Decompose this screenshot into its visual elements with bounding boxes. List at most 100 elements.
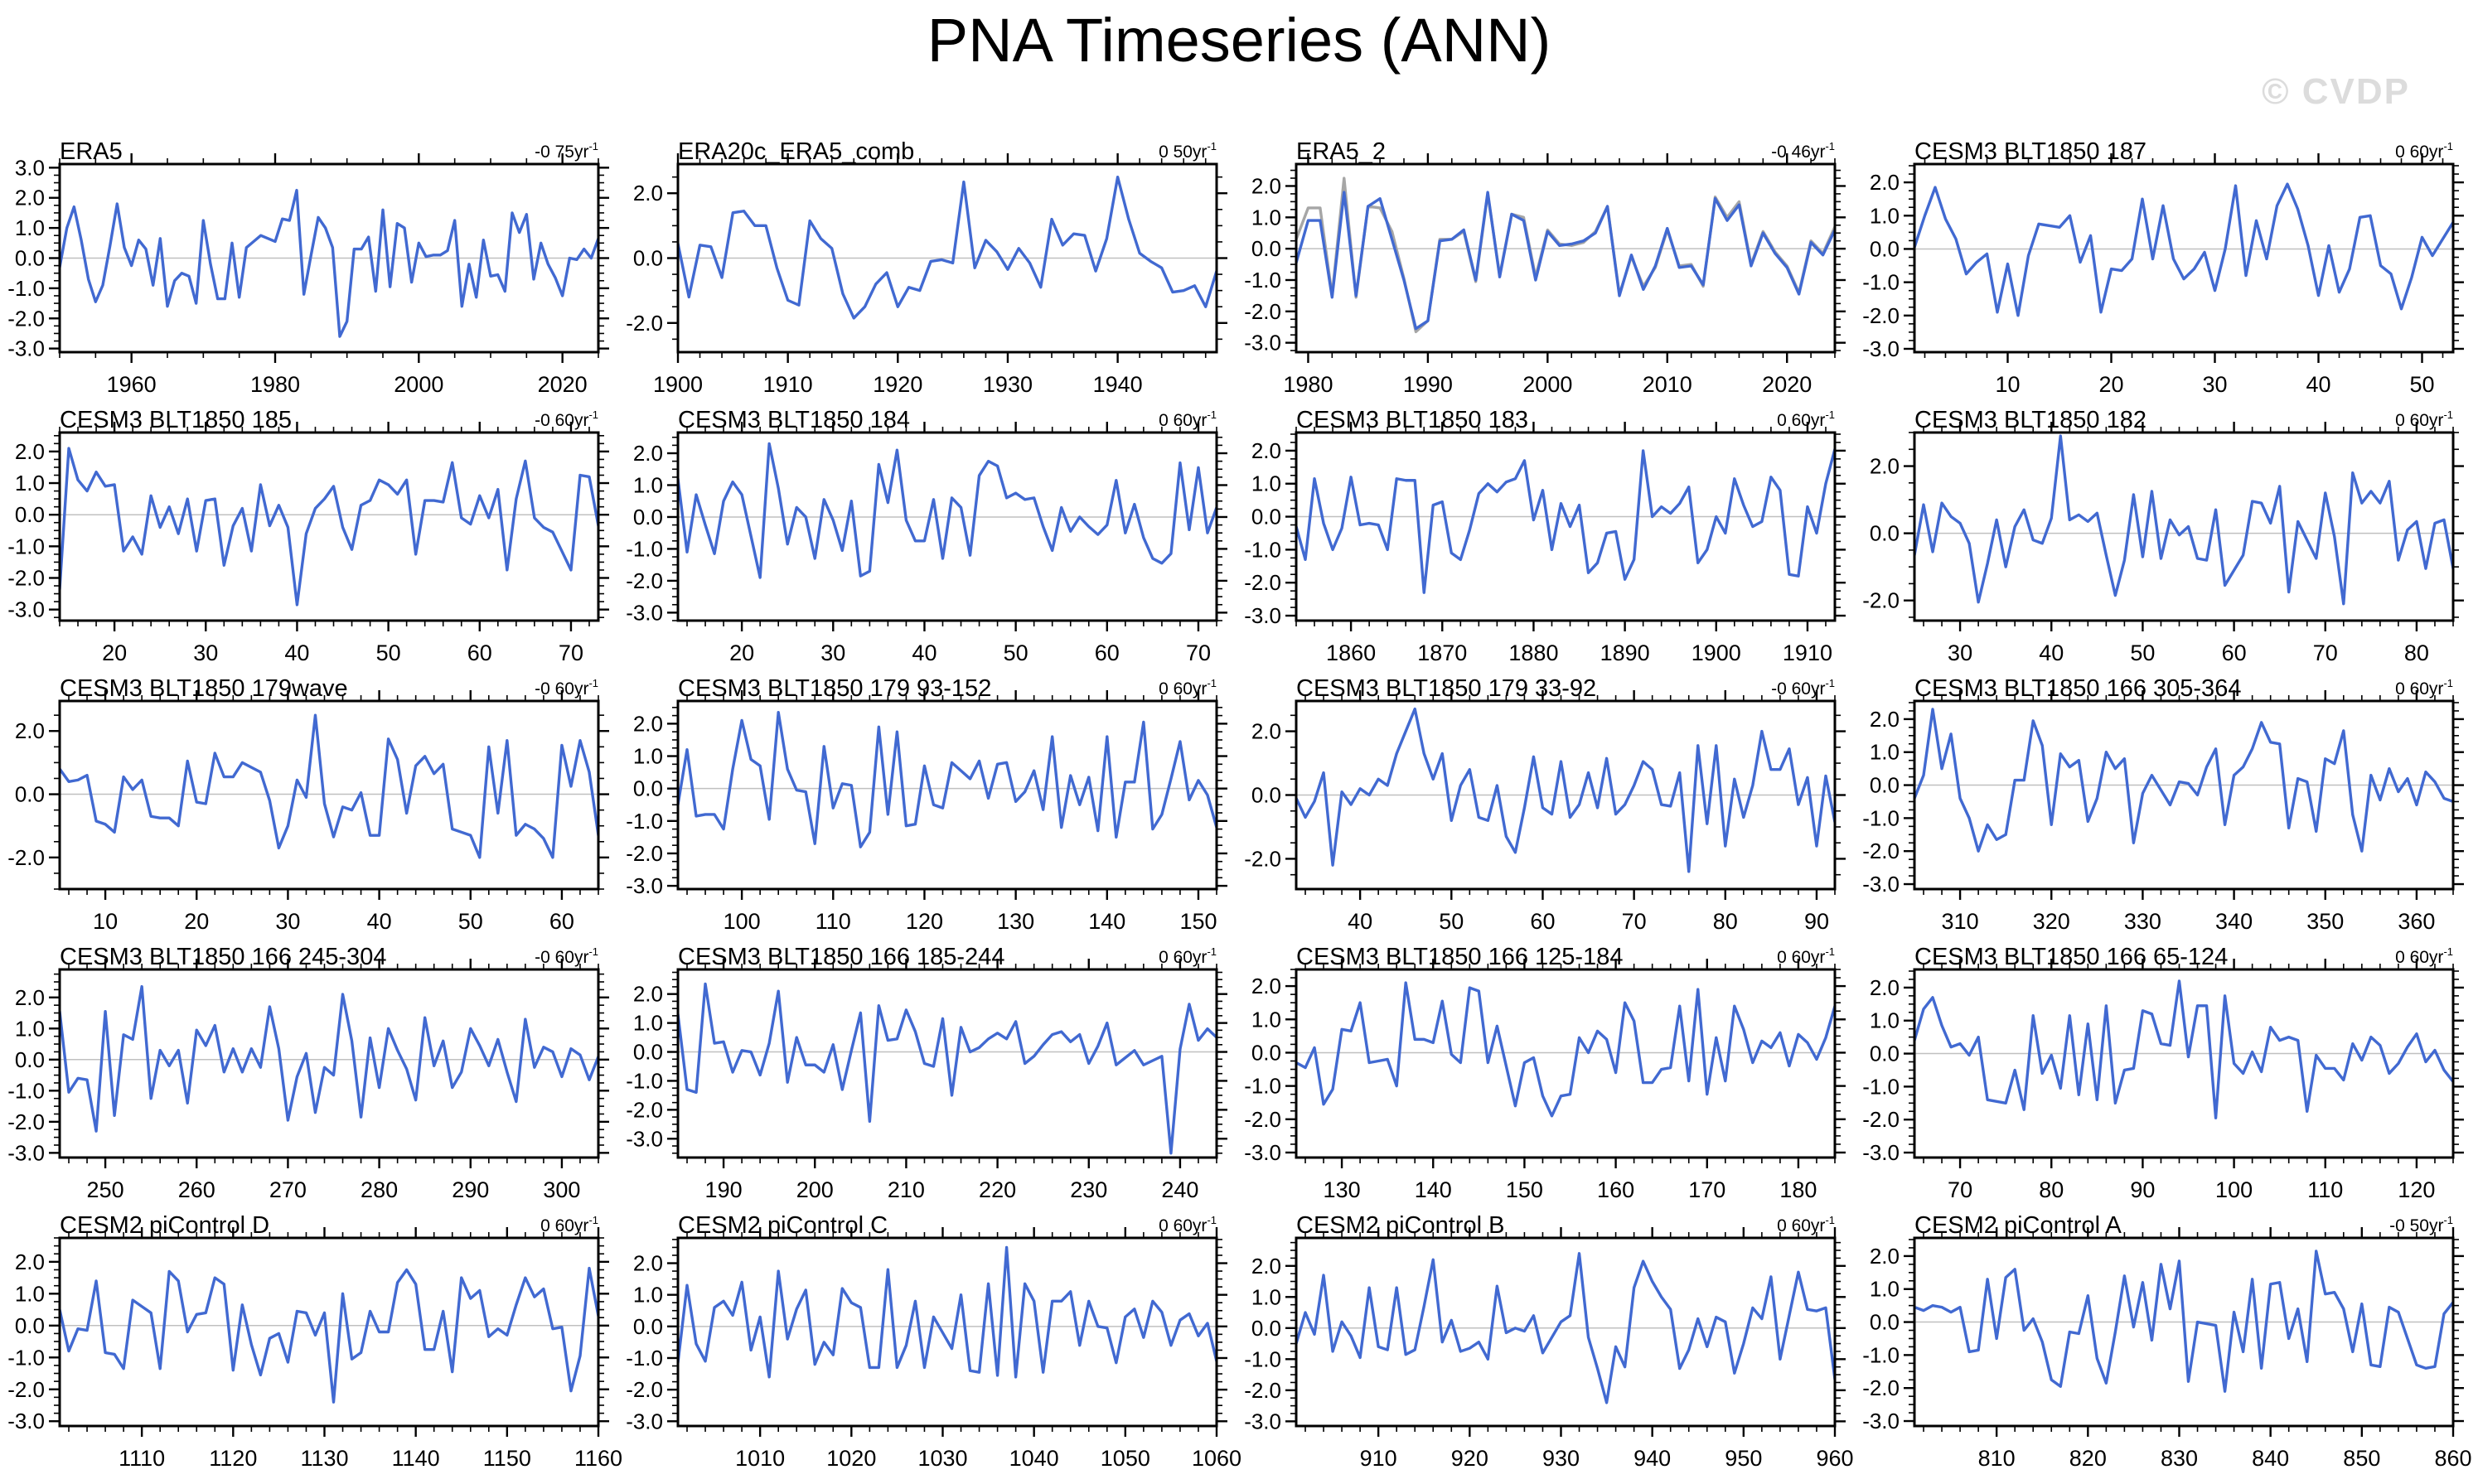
x-tick-label: 860 (2434, 1446, 2471, 1471)
x-tick-label: 1150 (483, 1446, 531, 1471)
y-tick-label: -1.0 (7, 1345, 45, 1370)
panel-trend-label: 0 60yr-1 (2395, 140, 2453, 162)
x-tick-label: 40 (2306, 372, 2330, 397)
y-tick-label: 0.0 (15, 782, 45, 807)
y-tick-label: -2.0 (7, 306, 45, 331)
y-tick-label: -2.0 (626, 311, 663, 336)
y-tick-label: 2.0 (1870, 1244, 1900, 1269)
x-tick-label: 1020 (826, 1446, 876, 1471)
y-tick-label: -2.0 (626, 1377, 663, 1402)
x-tick-label: 30 (1948, 640, 1972, 665)
panel-title: CESM3 BLT1850 166 185-244 (678, 944, 1004, 970)
timeseries-panel-cesm2-picontrol-d: CESM2 piControl D 0 60yr-1 1110 1120 1130 114… (7, 1212, 622, 1471)
y-tick-label: -1.0 (1244, 268, 1281, 292)
x-tick-label: 930 (1542, 1446, 1580, 1471)
x-tick-label: 40 (2039, 640, 2064, 665)
y-tick-label: 0.0 (633, 505, 663, 529)
panel-trend-label: 0 50yr-1 (1159, 140, 1217, 162)
x-tick-label: 360 (2398, 909, 2435, 934)
cvdp-watermark: © CVDP (2262, 71, 2410, 112)
y-tick-label: 2.0 (633, 441, 663, 466)
timeseries-panel-cesm3-blt1850-166-245-304: CESM3 BLT1850 166 245-304 -0 60yr-1 250 260… (7, 944, 609, 1202)
y-tick-label: 0.0 (1251, 505, 1281, 529)
x-tick-label: 80 (2404, 640, 2429, 665)
x-tick-label: 950 (1725, 1446, 1762, 1471)
timeseries-panel-cesm3-blt1850-184: CESM3 BLT1850 184 0 60yr-1 20 30 40 50 60 70 2.0… (626, 407, 1227, 665)
y-tick-label: 0.0 (15, 502, 45, 527)
y-tick-label: -1.0 (1862, 805, 1900, 830)
y-tick-label: -3.0 (1862, 1140, 1900, 1165)
y-tick-label: -1.0 (1862, 270, 1900, 295)
y-tick-label: -3.0 (1244, 1409, 1281, 1433)
y-tick-label: 0.0 (633, 1314, 663, 1339)
y-tick-label: 1.0 (15, 215, 45, 240)
y-tick-label: 0.0 (1251, 783, 1281, 808)
x-tick-label: 50 (376, 640, 401, 665)
y-tick-label: 1.0 (1870, 1277, 1900, 1302)
panel-trend-label: 0 60yr-1 (2395, 408, 2453, 430)
panel-title: ERA20c_ERA5_comb (678, 138, 914, 165)
x-tick-label: 290 (452, 1177, 489, 1202)
y-tick-label: 0.0 (633, 1040, 663, 1065)
panel-title: CESM3 BLT1850 184 (678, 407, 910, 433)
timeseries-panel-cesm3-blt1850-185: CESM3 BLT1850 185 -0 60yr-1 20 30 40 50 60 70 2.… (7, 407, 609, 665)
x-tick-label: 30 (2202, 372, 2227, 397)
y-tick-label: 0.0 (1870, 773, 1900, 798)
y-tick-label: 1.0 (633, 744, 663, 769)
y-tick-label: -3.0 (1862, 1409, 1900, 1433)
x-tick-label: 1860 (1326, 640, 1376, 665)
x-tick-label: 20 (2098, 372, 2123, 397)
x-tick-label: 90 (1804, 909, 1829, 934)
y-tick-label: 2.0 (15, 718, 45, 743)
y-tick-label: 2.0 (633, 711, 663, 736)
y-tick-label: 2.0 (633, 181, 663, 205)
x-tick-label: 110 (816, 909, 851, 934)
y-tick-label: -3.0 (1244, 331, 1281, 355)
x-tick-label: 2010 (1643, 372, 1692, 397)
y-tick-label: -2.0 (1862, 839, 1900, 863)
x-tick-label: 50 (1439, 909, 1464, 934)
panel-trend-label: -0 60yr-1 (535, 677, 598, 698)
x-tick-label: 1160 (574, 1446, 622, 1471)
y-tick-label: -1.0 (1862, 1074, 1900, 1099)
x-tick-label: 1050 (1101, 1446, 1150, 1471)
y-tick-label: -1.0 (626, 536, 663, 561)
x-tick-label: 920 (1451, 1446, 1488, 1471)
y-tick-label: 2.0 (15, 186, 45, 210)
timeseries-panel-cesm3-blt1850-179-33-92: CESM3 BLT1850 179 33-92 -0 60yr-1 40 50 60 70… (1244, 675, 1846, 934)
x-tick-label: 130 (997, 909, 1034, 934)
y-tick-label: 1.0 (15, 471, 45, 495)
y-tick-label: -3.0 (1862, 872, 1900, 897)
y-tick-label: 1.0 (633, 1283, 663, 1308)
panel-title: ERA5 (60, 138, 123, 165)
x-tick-label: 1900 (1692, 640, 1741, 665)
timeseries-panel-cesm2-picontrol-b: CESM2 piControl B 0 60yr-1 910 920 930 940 950… (1244, 1212, 1853, 1471)
y-tick-label: 2.0 (633, 982, 663, 1007)
x-tick-label: 1040 (1009, 1446, 1059, 1471)
panel-trend-label: 0 60yr-1 (1777, 408, 1835, 430)
x-tick-label: 830 (2161, 1446, 2198, 1471)
y-tick-label: -2.0 (1244, 846, 1281, 871)
y-tick-label: 1.0 (1251, 1007, 1281, 1032)
timeseries-panel-cesm3-blt1850-187: CESM3 BLT1850 187 0 60yr-1 10 20 30 40 50 2.0 1.… (1862, 138, 2464, 397)
x-tick-label: 940 (1633, 1446, 1671, 1471)
y-tick-label: 2.0 (633, 1251, 663, 1276)
timeseries-panel-era5-2: ERA5_2 -0 46yr-1 1980 1990 2000 2010 2020 2.0 1.… (1244, 138, 1846, 397)
x-tick-label: 60 (549, 909, 574, 934)
y-tick-label: 2.0 (1251, 438, 1281, 463)
y-tick-label: 2.0 (1251, 974, 1281, 998)
y-tick-label: 2.0 (1251, 719, 1281, 744)
x-tick-label: 1910 (1783, 640, 1832, 665)
x-tick-label: 170 (1688, 1177, 1725, 1202)
x-tick-label: 50 (458, 909, 483, 934)
x-tick-label: 60 (2222, 640, 2247, 665)
x-tick-label: 250 (87, 1177, 124, 1202)
x-tick-label: 1140 (392, 1446, 440, 1471)
y-tick-label: -1.0 (7, 1078, 45, 1103)
y-tick-label: 0.0 (15, 1047, 45, 1072)
x-tick-label: 10 (1995, 372, 2020, 397)
x-tick-label: 350 (2306, 909, 2344, 934)
x-tick-label: 2020 (1762, 372, 1812, 397)
y-tick-label: 2.0 (1870, 707, 1900, 732)
timeseries-panel-cesm2-picontrol-a: CESM2 piControl A -0 50yr-1 810 820 830 840 85… (1862, 1212, 2471, 1471)
